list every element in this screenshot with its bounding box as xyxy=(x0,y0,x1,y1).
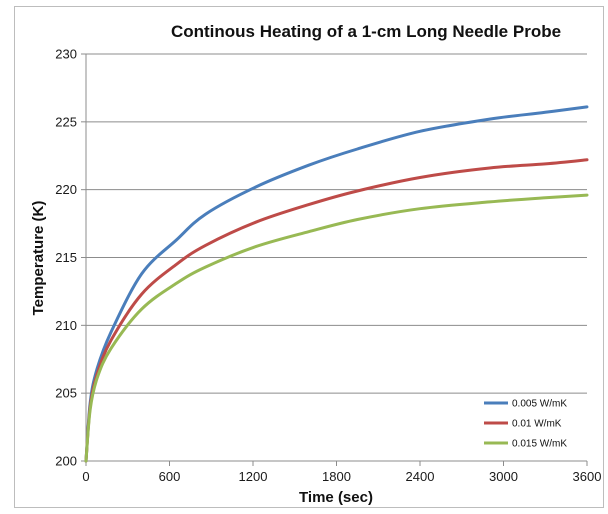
x-tick-label: 1800 xyxy=(322,469,351,484)
y-tick-label: 200 xyxy=(55,454,77,469)
y-tick-label: 220 xyxy=(55,182,77,197)
x-tick-label: 1200 xyxy=(239,469,268,484)
x-tick-label: 600 xyxy=(159,469,181,484)
x-tick-label: 3000 xyxy=(489,469,518,484)
series-line-2 xyxy=(84,158,589,463)
y-tick-label: 225 xyxy=(55,114,77,129)
grid-lines xyxy=(86,53,587,394)
legend-label-1: 0.005 W/mK xyxy=(512,399,567,410)
series-line-3 xyxy=(84,193,589,463)
y-tick-label: 210 xyxy=(55,318,77,333)
series-line-1 xyxy=(84,105,589,463)
x-tick-labels: 0 600 1200 1800 2400 3000 3600 xyxy=(82,469,601,484)
y-axis-label: Temperature (K) xyxy=(30,201,47,316)
x-tick-label: 0 xyxy=(82,469,89,484)
x-tick-label: 3600 xyxy=(573,469,602,484)
y-tick-labels: 200 205 210 215 220 225 230 xyxy=(55,47,77,469)
y-tick-label: 215 xyxy=(55,250,77,265)
legend: 0.005 W/mK 0.01 W/mK 0.015 W/mK xyxy=(484,399,567,450)
x-axis-label: Time (sec) xyxy=(299,489,373,506)
y-tick-label: 205 xyxy=(55,386,77,401)
chart-title: Continous Heating of a 1-cm Long Needle … xyxy=(171,22,561,41)
series-lines xyxy=(84,105,589,463)
x-tick-label: 2400 xyxy=(406,469,435,484)
y-tick-label: 230 xyxy=(55,47,77,62)
legend-label-3: 0.015 W/mK xyxy=(512,439,567,450)
legend-label-2: 0.01 W/mK xyxy=(512,419,562,430)
